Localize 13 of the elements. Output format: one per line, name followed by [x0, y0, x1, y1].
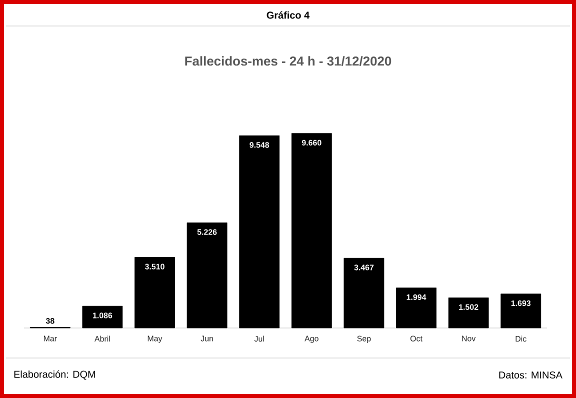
bar [344, 258, 384, 328]
text: Elaboración: DQM [14, 370, 96, 380]
bar [239, 135, 280, 328]
bar [396, 288, 436, 328]
bar [448, 298, 489, 328]
bar [134, 257, 175, 328]
chart-subtitle: Fallecidos-mes - 24 h - 31/12/2020 [185, 56, 392, 66]
bar [186, 222, 228, 328]
bar [291, 133, 332, 328]
text: Datos: MINSA [499, 371, 562, 379]
chart-title: Gráfico 4 [266, 11, 310, 19]
bar [82, 306, 123, 328]
bar [500, 294, 542, 328]
